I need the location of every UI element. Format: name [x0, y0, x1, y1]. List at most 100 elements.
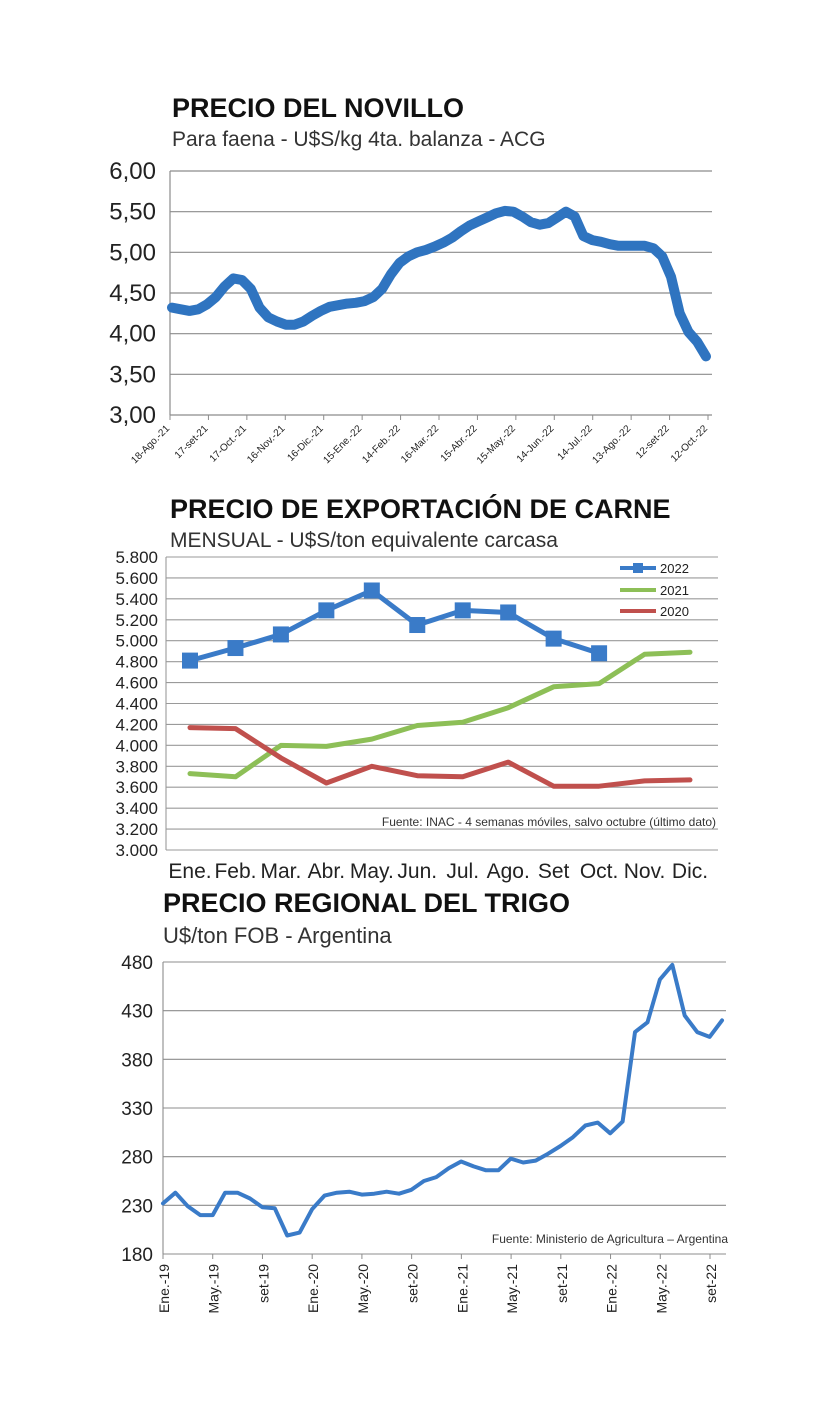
y-tick-label: 3.200 [115, 820, 158, 839]
data-point-2022 [409, 617, 426, 634]
x-tick-label: 13-Ago.-22 [590, 423, 633, 466]
series-group [182, 582, 693, 789]
y-tick-label: 6,00 [109, 158, 156, 185]
chart-subtitle: Para faena - U$S/kg 4ta. balanza - ACG [172, 128, 546, 151]
x-tick-label: Feb. [214, 860, 256, 883]
x-tick-label: set-20 [405, 1264, 421, 1303]
x-tick-label: 14-Jul.-22 [556, 423, 596, 463]
y-tick-label: 4.000 [115, 736, 158, 755]
x-tick-label: Ene.-20 [305, 1264, 321, 1313]
x-tick-label: 14-Jun.-22 [515, 423, 557, 465]
x-tick-label: Mar. [260, 860, 301, 883]
y-tick-label: 3.800 [115, 757, 158, 776]
x-tick-label: Jul. [446, 860, 479, 883]
x-tick-label: 17-set-21 [173, 423, 211, 461]
x-tick-label: set-21 [554, 1264, 570, 1303]
x-tick-label: May.-21 [504, 1264, 520, 1314]
chart-title: PRECIO DEL NOVILLO [172, 93, 464, 123]
y-tick-label: 5.400 [115, 590, 158, 609]
data-point-2022 [454, 602, 471, 619]
x-tick-label: May. [350, 860, 394, 883]
x-axis-tick-labels: Ene. Feb. Mar. Abr. May. Jun. Jul. Ago. Set Oct. N… [168, 860, 708, 883]
x-axis-tick-labels: 18-Ago.-21 17-set-2117-Oct.-2116-Nov.-211… [129, 423, 710, 466]
x-tick-label: Dic. [672, 860, 708, 883]
gridlines [162, 961, 726, 1259]
y-tick-label: 3.000 [115, 841, 158, 860]
chart-trigo: PRECIO REGIONAL DEL TRIGO U$/ton FOB - A… [121, 888, 728, 1314]
gridlines [165, 556, 718, 851]
data-point-2022 [545, 630, 562, 647]
y-tick-label: 5.600 [115, 569, 158, 588]
chart-title: PRECIO REGIONAL DEL TRIGO [163, 888, 570, 918]
x-tick-label: May.-22 [653, 1264, 669, 1314]
gridlines [169, 170, 712, 420]
data-point-2022 [182, 652, 198, 669]
y-tick-label: 4,00 [109, 321, 156, 348]
data-point-2022 [591, 645, 608, 662]
y-tick-label: 4.800 [115, 653, 158, 672]
x-tick-label: Jun. [397, 860, 437, 883]
x-tick-label: Ago. [487, 860, 530, 883]
y-tick-label: 5.200 [115, 611, 158, 630]
x-tick-label: 16-Mar.-22 [399, 423, 441, 465]
y-tick-label: 330 [121, 1099, 153, 1120]
y-tick-label: 3.400 [115, 799, 158, 818]
x-tick-label: May.-20 [355, 1264, 371, 1314]
source-note: Fuente: Ministerio de Agricultura – Arge… [492, 1232, 728, 1246]
chart-title: PRECIO DE EXPORTACIÓN DE CARNE [170, 493, 671, 524]
y-tick-label: 4.200 [115, 715, 158, 734]
data-point-2022 [318, 602, 335, 619]
x-tick-label: 18-Ago.-21 [129, 423, 172, 466]
chart-subtitle: U$/ton FOB - Argentina [163, 923, 392, 948]
x-tick-label: 15-Ene.-22 [321, 423, 364, 466]
legend: 2022 2021 2020 [620, 561, 689, 619]
y-tick-label: 230 [121, 1196, 153, 1217]
y-axis-tick-labels: 480 430 380 330 280 230 180 [121, 953, 153, 1266]
y-tick-label: 4.400 [115, 695, 158, 714]
x-tick-label: 16-Dic.-21 [285, 423, 326, 464]
x-tick-label: 12-Oct.-22 [669, 423, 710, 464]
y-axis-tick-labels: 5.800 5.600 5.400 5.200 5.000 4.800 4.600 4.400… [115, 548, 158, 860]
x-tick-label: Nov. [624, 860, 666, 883]
x-tick-label: Ene.-19 [156, 1264, 172, 1313]
y-tick-label: 180 [121, 1245, 153, 1266]
series-line-2022 [187, 588, 602, 664]
x-tick-label: 12-set-22 [634, 423, 672, 461]
x-tick-label: 15-Abr.-22 [439, 423, 480, 464]
x-tick-label: Set [538, 860, 570, 883]
series-line-novillo [167, 205, 711, 362]
data-point-2022 [272, 626, 289, 643]
legend-marker [633, 563, 643, 573]
y-tick-label: 380 [121, 1050, 153, 1071]
chart-subtitle: MENSUAL - U$S/ton equivalente carcasa [170, 529, 558, 552]
series-line-2020 [187, 725, 693, 789]
legend-label: 2020 [660, 604, 689, 619]
data-point-2022 [363, 582, 380, 599]
x-tick-label: Ene. [168, 860, 211, 883]
source-note: Fuente: INAC - 4 semanas móviles, salvo … [382, 815, 716, 829]
x-tick-label: 16-Nov.-21 [245, 423, 288, 466]
y-tick-label: 3,50 [109, 361, 156, 388]
x-tick-label: Ene.-22 [604, 1264, 620, 1313]
y-tick-label: 480 [121, 953, 153, 974]
x-tick-label: Oct. [580, 860, 619, 883]
chart-novillo: PRECIO DEL NOVILLO Para faena - U$S/kg 4… [109, 93, 712, 466]
x-tick-label: set-19 [255, 1264, 271, 1303]
y-tick-label: 5,50 [109, 199, 156, 226]
y-tick-label: 280 [121, 1148, 153, 1169]
data-point-2022 [227, 640, 244, 657]
y-tick-label: 430 [121, 1002, 153, 1023]
y-tick-label: 5.000 [115, 632, 158, 651]
x-tick-label: 14-Feb.-22 [360, 423, 403, 466]
x-axis-tick-labels: Ene.-19 May.-19 set-19 Ene.-20 May.-20 set-20… [156, 1264, 719, 1314]
x-tick-label: Ene.-21 [454, 1264, 470, 1313]
chart-exportacion: PRECIO DE EXPORTACIÓN DE CARNE MENSUAL -… [115, 493, 718, 883]
y-tick-label: 4.600 [115, 674, 158, 693]
x-tick-label: 15-May.-22 [475, 423, 518, 466]
y-tick-label: 5,00 [109, 239, 156, 266]
y-tick-label: 5.800 [115, 548, 158, 567]
x-tick-label: Abr. [308, 860, 345, 883]
legend-label: 2022 [660, 561, 689, 576]
legend-label: 2021 [660, 583, 689, 598]
